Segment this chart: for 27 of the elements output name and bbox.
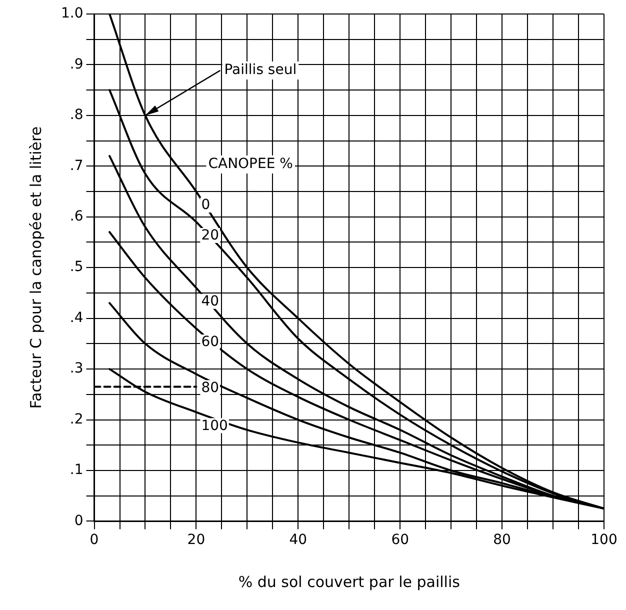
y-tick-label: .5 <box>70 259 84 276</box>
y-tick-label: .4 <box>70 310 84 326</box>
series-label: 100 <box>201 418 228 434</box>
legend-title: CANOPEE % <box>208 156 293 172</box>
series-label: 20 <box>201 228 220 244</box>
y-axis-title: Facteur C pour la canopée et la litière <box>26 126 45 409</box>
x-tick-label: 100 <box>590 532 618 548</box>
series-label: 80 <box>201 380 220 396</box>
series-label: 0 <box>201 197 210 214</box>
y-tick-label: .1 <box>70 462 84 478</box>
x-tick-label: 0 <box>90 532 99 548</box>
series-label: 40 <box>201 294 220 310</box>
annotation: Paillis seul <box>224 62 297 78</box>
x-tick-label: 60 <box>391 532 410 548</box>
y-tick-label: .3 <box>70 360 84 377</box>
y-tick-label: 0 <box>74 512 84 529</box>
x-axis-title: % du sol couvert par le paillis <box>238 572 460 591</box>
x-tick-label: 20 <box>187 532 206 548</box>
x-tick-label: 40 <box>289 532 308 548</box>
y-tick-label: .2 <box>70 411 84 428</box>
series-label: 60 <box>201 334 220 350</box>
y-tick-label: .8 <box>70 107 84 124</box>
x-tick-label: 80 <box>493 532 511 548</box>
y-tick-label: .6 <box>70 208 84 225</box>
y-tick-label: .7 <box>70 158 84 174</box>
y-tick-label: .9 <box>70 56 84 72</box>
y-tick-label: 1.0 <box>61 6 84 22</box>
